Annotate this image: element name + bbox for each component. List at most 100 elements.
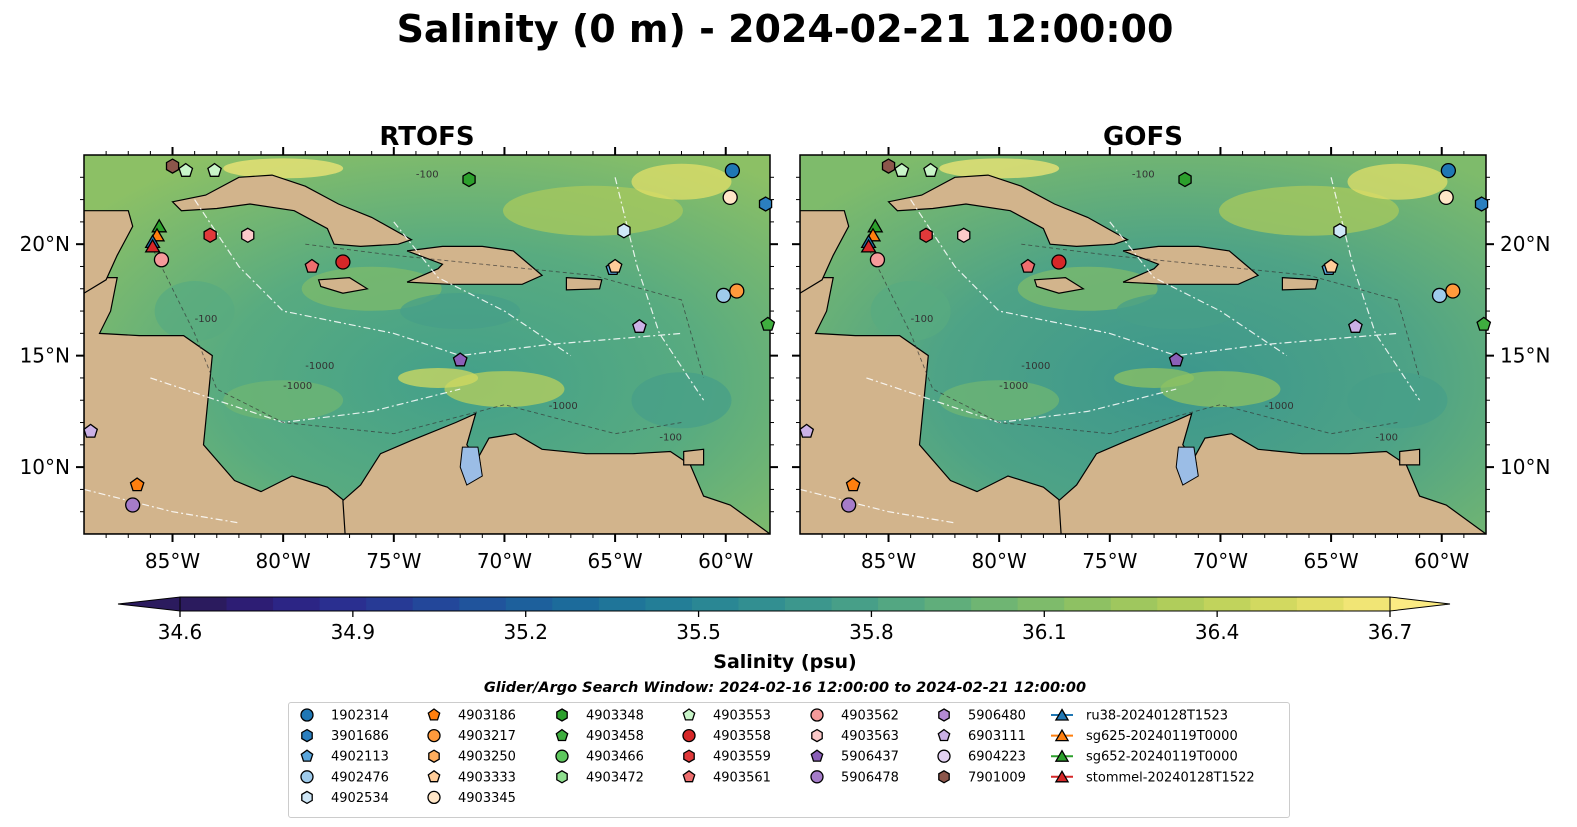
legend-label: ru38-20240128T1523: [1086, 709, 1228, 724]
figure-title: Salinity (0 m) - 2024-02-21 12:00:00: [397, 7, 1174, 51]
salinity-patch: [502, 185, 683, 236]
legend-label: 4903472: [586, 770, 644, 785]
colorbar-bin: [691, 597, 739, 611]
legend-4903553-marker: [682, 708, 696, 721]
colorbar-bin: [1296, 597, 1344, 611]
float-4903217-marker: [1445, 283, 1461, 299]
legend-label: sg625-20240119T0000: [1086, 729, 1238, 744]
float-6903111-marker: [632, 318, 647, 333]
contour-label: -100: [416, 169, 439, 180]
legend-4903472-marker: [556, 770, 568, 784]
salinity-patch: [301, 266, 442, 311]
legend-sg625-20240119T0000-marker: [1054, 728, 1070, 742]
legend-6903111-marker: [937, 728, 951, 742]
salinity-patch: [1114, 367, 1195, 388]
legend-label: 4902113: [331, 750, 389, 765]
y-tick-label: 20°N: [1500, 232, 1550, 256]
legend-3901686-marker: [301, 728, 313, 743]
salinity-patch: [1116, 293, 1237, 330]
eez-boundary: [1330, 177, 1421, 401]
salinity-patch: [939, 158, 1060, 179]
legend-label: 7901009: [968, 770, 1026, 785]
legend-label: stommel-20240128T1522: [1086, 770, 1255, 785]
legend-entries: 1902314 3901686 4902113 4902476 4902534 49031…: [300, 708, 1255, 806]
float-4903345-marker: [722, 189, 738, 206]
colorbar-bin: [180, 597, 228, 611]
float-1902314-marker: [724, 162, 741, 179]
colorbar-bin: [1203, 597, 1251, 611]
contour-label: -1000: [305, 361, 334, 372]
float-4903559-marker: [203, 227, 217, 244]
x-tick-label: 85°W: [861, 549, 916, 573]
float-4903562-marker: [153, 252, 170, 268]
legend-label: 4903217: [458, 729, 516, 744]
float-4903559-marker: [919, 227, 933, 244]
colorbar-bin: [319, 597, 367, 611]
panel-rtofs: RTOFS -100 -1000 -1000 -100 -1000 -100 85°W 80…: [20, 122, 778, 573]
x-tick-label: 65°W: [587, 549, 642, 573]
land-cuba: [171, 174, 413, 248]
legend-label: 3901686: [331, 729, 389, 744]
contour-label: -100: [911, 314, 934, 325]
legend-1902314-marker: [300, 708, 314, 722]
salinity-patch: [1218, 185, 1399, 236]
float-4903345-marker: [1438, 189, 1454, 206]
legend-4903563-marker: [811, 728, 823, 743]
colorbar-bin: [971, 597, 1019, 611]
legend-label: 1902314: [331, 709, 389, 724]
legend-label: 5906478: [841, 770, 899, 785]
legend-4903559-marker: [683, 749, 695, 763]
x-tick-label: 70°W: [477, 549, 532, 573]
x-tick-label: 65°W: [1303, 549, 1358, 573]
colorbar-extend-high: [1389, 596, 1451, 612]
legend-label: 4903186: [458, 709, 516, 724]
colorbar-bin: [785, 597, 833, 611]
legend-label: 6904223: [968, 750, 1026, 765]
colorbar-bin: [273, 597, 321, 611]
salinity-patch: [1017, 266, 1158, 311]
legend-label: 4903458: [586, 729, 644, 744]
float-4902534-marker: [617, 223, 631, 239]
colorbar-tick-label: 35.2: [503, 620, 548, 644]
legend-5906437-marker: [810, 749, 824, 762]
panel-gofs: GOFS -100 -1000 -1000 -100 -1000 -100 85°W 80°…: [792, 122, 1550, 573]
eez-boundary: [84, 488, 239, 524]
colorbar-bin: [1157, 597, 1205, 611]
eez-boundary: [800, 488, 955, 524]
colorbar-label: Salinity (psu): [713, 651, 856, 673]
lake-maracaibo: [459, 446, 483, 486]
land-yucatan: [84, 210, 134, 294]
colorbar: 34.6 34.9 35.2 35.5 35.8 36.1 36.4 36.7: [117, 596, 1451, 644]
eez-boundary: [866, 377, 1177, 424]
y-tick-label: 20°N: [20, 232, 70, 256]
colorbar-bin: [598, 597, 646, 611]
salinity-patch: [398, 367, 479, 388]
float-4903186-marker: [129, 477, 145, 492]
legend-4902476-marker: [300, 770, 314, 784]
contour-label: -1000: [999, 381, 1028, 392]
salinity-patch: [939, 380, 1060, 421]
eez-boundary: [150, 377, 461, 424]
float-4903561-marker: [1020, 258, 1036, 273]
colorbar-extend-low: [117, 596, 181, 612]
land-southAm: [342, 412, 770, 534]
salinity-patch: [154, 281, 235, 342]
eez-boundary: [910, 199, 1398, 357]
land-trinidad: [1399, 448, 1421, 466]
colorbar-bin: [552, 597, 600, 611]
salinity-patch: [223, 380, 344, 421]
legend-label: 4903562: [841, 709, 899, 724]
float-3901686-marker: [1474, 196, 1489, 212]
legend-label: sg652-20240119T0000: [1086, 750, 1238, 765]
float-4902534-marker: [1333, 223, 1347, 239]
float-6903111-marker: [1348, 318, 1363, 333]
colorbar-bin: [645, 597, 693, 611]
legend-label: 4903558: [713, 729, 771, 744]
colorbar-bin: [226, 597, 274, 611]
y-tick-label: 10°N: [20, 455, 70, 479]
legend-4903186-marker: [427, 708, 441, 721]
legend-4903348-marker: [556, 708, 568, 722]
x-tick-label: 75°W: [366, 549, 421, 573]
legend-4903345-marker: [427, 790, 441, 805]
salinity-patch: [400, 293, 521, 330]
